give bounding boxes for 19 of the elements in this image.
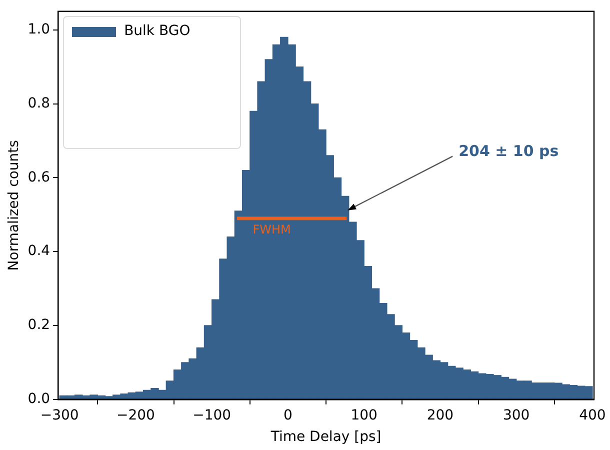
x-tick-label: −200 [116,407,155,424]
x-tick-label: 0 [284,407,292,424]
y-tick-label: 0.2 [28,317,50,334]
legend-label: Bulk BGO [124,23,190,40]
y-tick-label: 0.0 [28,391,50,408]
y-tick-label: 0.4 [28,243,50,260]
x-tick-label: 300 [502,407,530,424]
x-tick-label: 400 [579,407,606,424]
y-axis-title: Normalized counts [6,140,22,271]
x-tick-label: 200 [426,407,454,424]
y-tick-label: 0.8 [28,95,50,112]
annotation: 204 ± 10 ps [458,142,559,160]
y-tick-label: 1.0 [28,22,50,38]
y-tick-label: 0.6 [28,169,50,186]
x-axis-title: Time Delay [ps] [270,429,382,446]
x-tick-label: 100 [350,407,378,424]
x-tick-label: −100 [192,407,232,424]
annotation: FWHM [252,222,291,236]
x-tick-label: −300 [40,407,79,424]
